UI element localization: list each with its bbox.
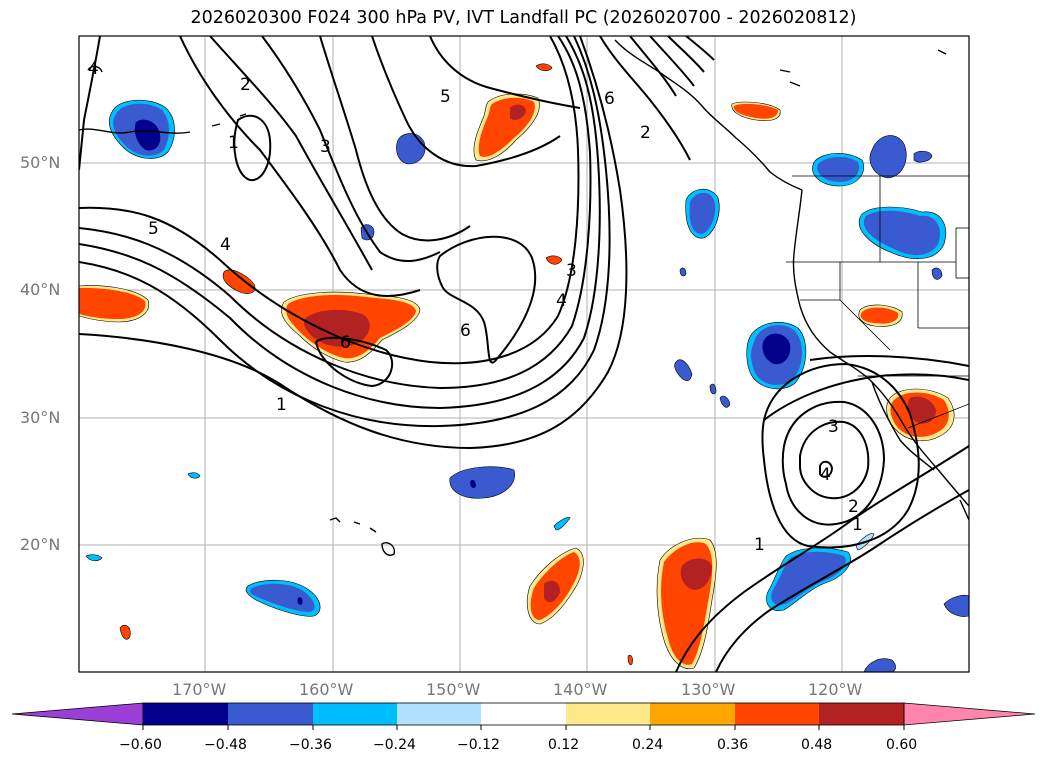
pv-contours	[79, 36, 969, 672]
lon-label-150w: 150°W	[426, 680, 481, 699]
gridlines	[79, 36, 969, 672]
colorbar-bin	[143, 703, 228, 725]
contour-1-east	[675, 445, 969, 672]
blob-neg-150w-25n	[449, 466, 515, 499]
colorbar-bin	[650, 703, 735, 725]
contour-6-small	[314, 336, 394, 388]
contour-cutoff-low-2	[781, 400, 886, 526]
contour-5-main	[79, 36, 580, 365]
blob-neg-150w-50n	[396, 133, 426, 165]
ivt-negative-regions	[85, 99, 969, 672]
contour-label: 4	[220, 235, 231, 255]
contour-label: 4	[556, 291, 567, 311]
lon-label-160w: 160°W	[299, 680, 354, 699]
contour-label: 4	[820, 465, 831, 485]
colorbar-tick-label: 0.12	[548, 737, 580, 753]
contour-cutoff-low-1	[761, 362, 920, 549]
colorbar-tick-label: 0.60	[886, 737, 918, 753]
colorbar-bin	[313, 703, 397, 725]
lat-label-30n: 30°N	[20, 408, 61, 427]
colorbar-tick-label: −0.48	[204, 737, 247, 753]
colorbar-tick-label: −0.12	[457, 737, 500, 753]
contour-cutoff-low-3	[799, 420, 870, 500]
contour-labels: 1 2 3 4 5 6 5 4 3 4 6 6 2 1 3 4 2 1 1 6 …	[88, 59, 863, 555]
contour-label: 6	[340, 333, 351, 353]
lon-label-140w: 140°W	[553, 680, 608, 699]
colorbar-over-arrow	[903, 702, 1036, 726]
contour-1-ring	[233, 114, 272, 182]
contour-label: 2	[240, 75, 251, 95]
coastline-hawaii	[329, 517, 396, 556]
contour-label: 3	[566, 261, 577, 281]
contour-label: 2	[848, 497, 859, 517]
lon-label-170w: 170°W	[172, 680, 227, 699]
contour-label: 6	[604, 89, 615, 109]
boundaries	[786, 175, 969, 429]
contour-label: 2	[640, 123, 651, 143]
colorbar-tick-label: −0.36	[289, 737, 332, 753]
coastline-baja	[871, 381, 935, 471]
contour-trough-west	[179, 36, 421, 297]
colorbar-bin	[397, 703, 481, 725]
lat-label-50n: 50°N	[20, 153, 61, 172]
lat-label-40n: 40°N	[20, 280, 61, 299]
colorbar-tick-label: 0.24	[632, 737, 664, 753]
contour-6-loop-center	[436, 235, 537, 364]
contour-label: 3	[828, 417, 839, 437]
colorbar-tick-label: 0.48	[801, 737, 833, 753]
contour-label: 1	[852, 515, 863, 535]
colorbar-tick-label: −0.60	[119, 737, 162, 753]
colorbar-bin	[228, 703, 313, 725]
contour-label: 4	[88, 59, 99, 79]
contour-label: 6	[460, 321, 471, 341]
colorbar-under-arrow	[11, 702, 144, 726]
colorbar-tick-label: 0.36	[717, 737, 749, 753]
colorbar-bin	[819, 703, 904, 725]
contour-label: 1	[276, 395, 287, 415]
map-title: 2026020300 F024 300 hPa PV, IVT Landfall…	[190, 8, 857, 28]
map-frame	[78, 35, 970, 673]
contour-label: 1	[754, 535, 765, 555]
lon-label-120w: 120°W	[808, 680, 863, 699]
contour-1-main	[79, 36, 628, 450]
contour-2-main	[79, 36, 611, 428]
contour-4-main	[79, 36, 592, 390]
contour-label: 1	[228, 133, 239, 153]
contour-3-main	[79, 36, 601, 410]
lat-label-20n: 20°N	[20, 535, 61, 554]
coastline-alaska-aleutians	[79, 65, 247, 134]
lon-label-130w: 130°W	[681, 680, 736, 699]
colorbar-tick-label: −0.24	[373, 737, 416, 753]
colorbar-bin	[735, 703, 819, 725]
ivt-positive-regions	[79, 63, 955, 670]
contour-cutoff-low-4	[819, 460, 834, 478]
contour-northeast-bands	[599, 36, 691, 161]
contour-label: 5	[148, 219, 159, 239]
colorbar	[11, 702, 1036, 730]
contour-label: 3	[320, 137, 331, 157]
colorbar-bin	[566, 703, 650, 725]
colorbar-bin	[481, 703, 566, 725]
contour-label: 5	[440, 87, 451, 107]
